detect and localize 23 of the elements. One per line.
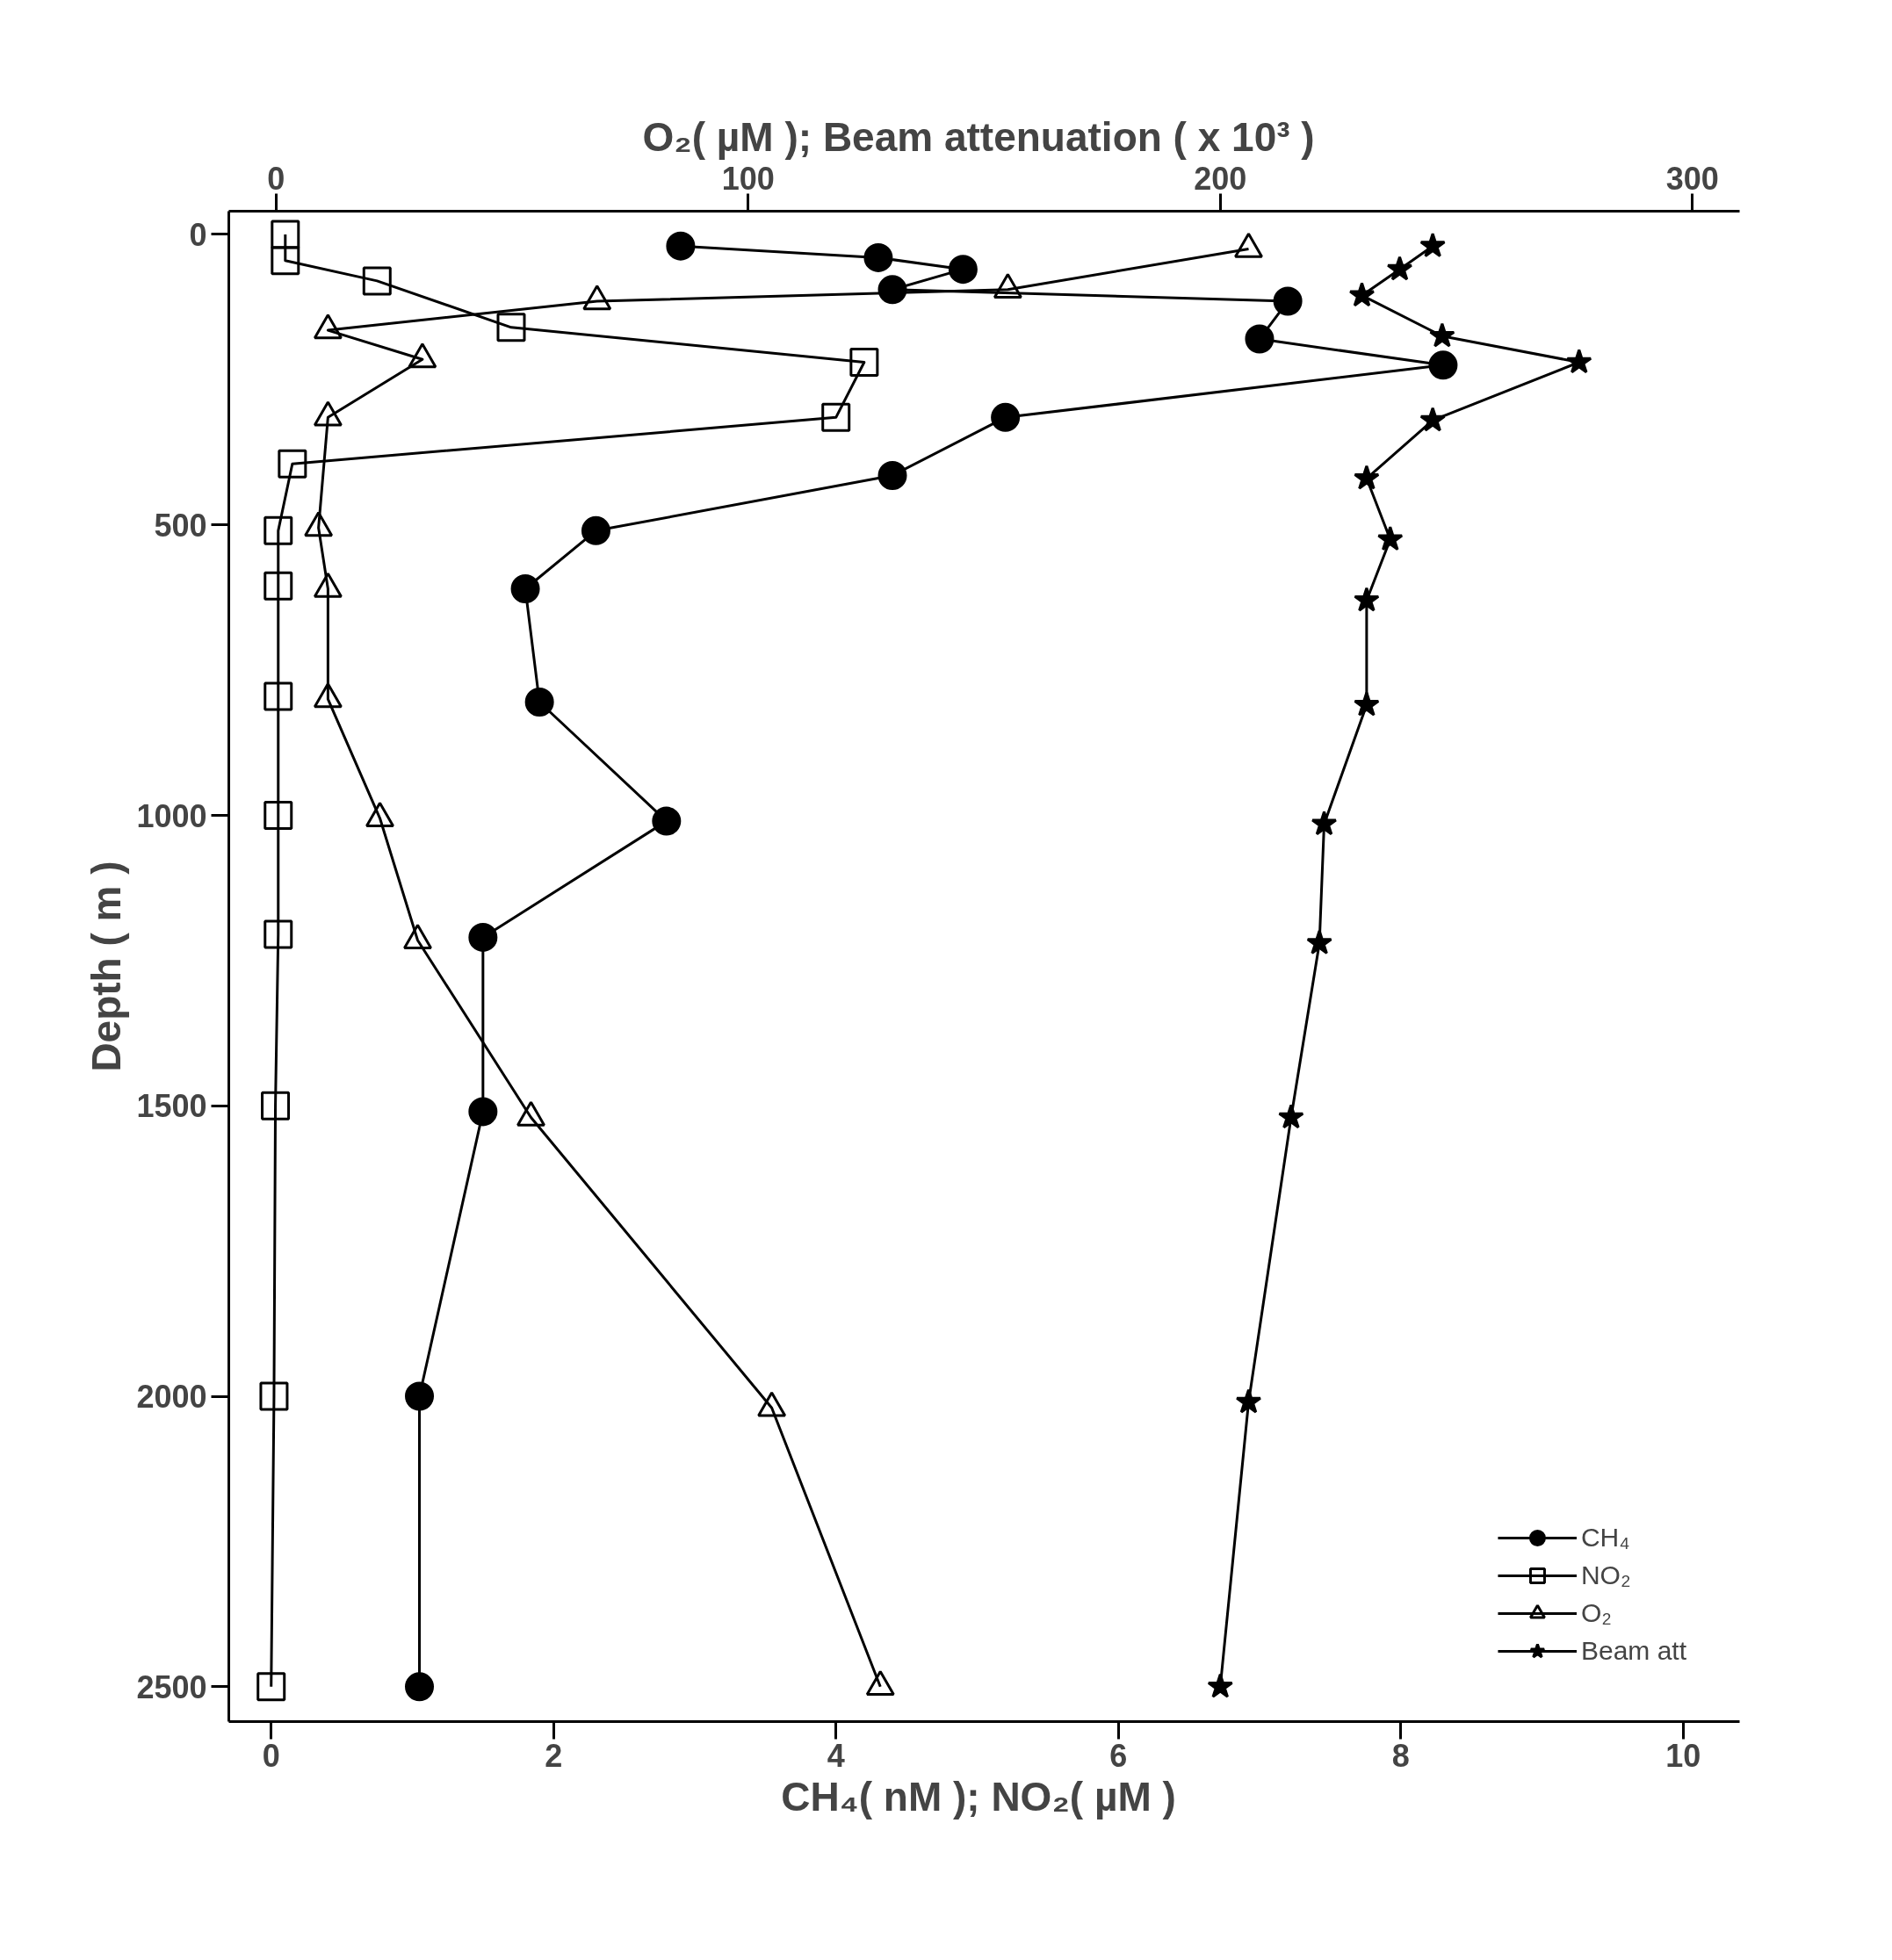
x-tick-label: 0 (262, 1737, 280, 1774)
legend-label: NO₂ (1580, 1560, 1631, 1590)
y-tick-label: 1500 (136, 1088, 207, 1125)
y-tick-label: 2500 (136, 1668, 207, 1705)
x-tick-label: 2 (545, 1737, 563, 1774)
y-tick-label: 2000 (136, 1379, 207, 1416)
y-tick-label: 500 (154, 507, 207, 544)
x-axis-title: CH₄( nM ); NO₂( µM ) (781, 1773, 1176, 1819)
x-tick-label: 8 (1391, 1737, 1410, 1774)
y-tick-label: 0 (189, 216, 207, 253)
y-axis-title: Depth ( m ) (83, 861, 130, 1072)
x-tick-label: 10 (1665, 1737, 1701, 1774)
legend-label: CH₄ (1580, 1523, 1630, 1553)
x-tick-label: 4 (827, 1737, 845, 1774)
x2-tick-label: 0 (267, 160, 285, 197)
x-tick-label: 6 (1109, 1737, 1128, 1774)
x2-tick-label: 100 (721, 160, 775, 197)
y-tick-label: 1000 (136, 797, 207, 834)
x2-axis-title: O₂( µM ); Beam attenuation ( x 10³ ) (642, 113, 1315, 160)
x2-tick-label: 300 (1665, 160, 1719, 197)
legend-label: O₂ (1580, 1598, 1612, 1628)
legend-label: Beam att (1580, 1636, 1686, 1666)
x2-tick-label: 200 (1194, 160, 1247, 197)
